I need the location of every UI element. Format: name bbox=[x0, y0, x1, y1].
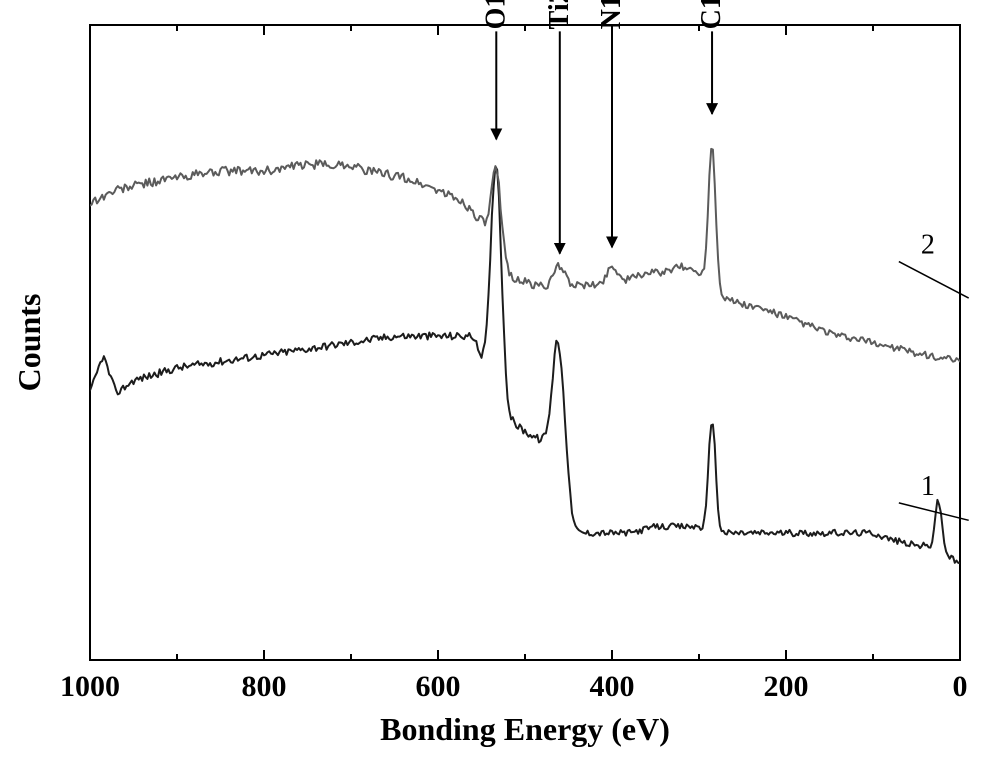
x-axis-label: Bonding Energy (eV) bbox=[380, 711, 670, 747]
series-label-s2: 2 bbox=[921, 230, 935, 261]
y-axis-label: Counts bbox=[11, 294, 47, 392]
x-tick-label: 800 bbox=[242, 670, 287, 703]
peak-label-N1s: N1s bbox=[596, 0, 627, 29]
chart-svg: 1000 800 600 400 200 0 Bonding Energy (eV) Coun… bbox=[0, 0, 1000, 770]
x-tick-label: 200 bbox=[764, 670, 809, 703]
x-tick-label: 0 bbox=[953, 670, 968, 703]
peak-label-O1s: O1s bbox=[480, 0, 511, 29]
x-tick-label: 1000 bbox=[60, 670, 120, 703]
peak-label-C1s: C1s bbox=[696, 0, 727, 29]
x-tick-label: 400 bbox=[590, 670, 635, 703]
x-tick-label: 600 bbox=[416, 670, 461, 703]
peak-label-Ti2p: Ti2p bbox=[544, 0, 575, 29]
xps-spectrum-chart: 1000 800 600 400 200 0 Bonding Energy (eV) Coun… bbox=[0, 0, 1000, 770]
series-label-s1: 1 bbox=[921, 471, 935, 502]
